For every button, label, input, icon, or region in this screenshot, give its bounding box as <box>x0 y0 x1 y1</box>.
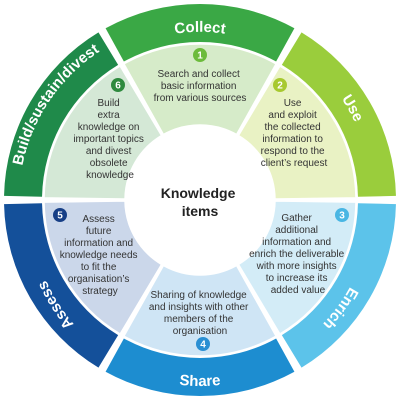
badge-circle-3 <box>335 208 349 222</box>
badges-layer: 1 2 3 4 5 6 <box>53 48 349 351</box>
outer-ring-collect <box>105 3 295 62</box>
badge-number-3: 3 <box>339 211 345 222</box>
badge-1: 1 <box>193 48 207 62</box>
stage-collect <box>105 3 295 136</box>
outer-ring-assess <box>4 203 119 368</box>
badge-circle-6 <box>111 78 125 92</box>
stage-text-use: Use and exploit the collected informatio… <box>261 98 328 169</box>
badge-number-1: 1 <box>197 51 203 62</box>
stage-share <box>105 264 295 397</box>
badge-circle-1 <box>193 48 207 62</box>
badge-5: 5 <box>53 208 67 222</box>
outer-ring-enrich <box>281 203 396 368</box>
badge-circle-5 <box>53 208 67 222</box>
stage-text-assess: Assess future information and knowledge … <box>60 214 141 297</box>
center-circle <box>125 125 275 275</box>
badge-circle-2 <box>273 78 287 92</box>
badge-circle-4 <box>196 337 210 351</box>
stage-title-share: Share <box>179 372 221 390</box>
badge-number-4: 4 <box>200 340 206 351</box>
badge-2: 2 <box>273 78 287 92</box>
stage-text-collect: Search and collect basic information fro… <box>154 69 247 104</box>
stage-text-share: Sharing of knowledge and insights with o… <box>149 290 251 337</box>
badge-3: 3 <box>335 208 349 222</box>
badge-4: 4 <box>196 337 210 351</box>
outer-ring-build <box>4 32 119 197</box>
badge-number-5: 5 <box>57 211 63 222</box>
stage-title-collect: Collect <box>173 19 226 38</box>
outer-ring-share <box>105 338 295 397</box>
badge-number-6: 6 <box>115 81 121 92</box>
stage-text-build: Build extra knowledge on important topic… <box>73 98 146 181</box>
outer-ring-use <box>281 32 396 197</box>
stage-assess <box>4 200 163 368</box>
stage-use <box>237 32 396 200</box>
segments-layer <box>4 3 396 397</box>
stage-text-enrich: Gather additional information and enrich… <box>249 213 347 296</box>
center-title: Knowledge items <box>161 185 240 219</box>
badge-number-2: 2 <box>277 81 283 92</box>
badge-6: 6 <box>111 78 125 92</box>
